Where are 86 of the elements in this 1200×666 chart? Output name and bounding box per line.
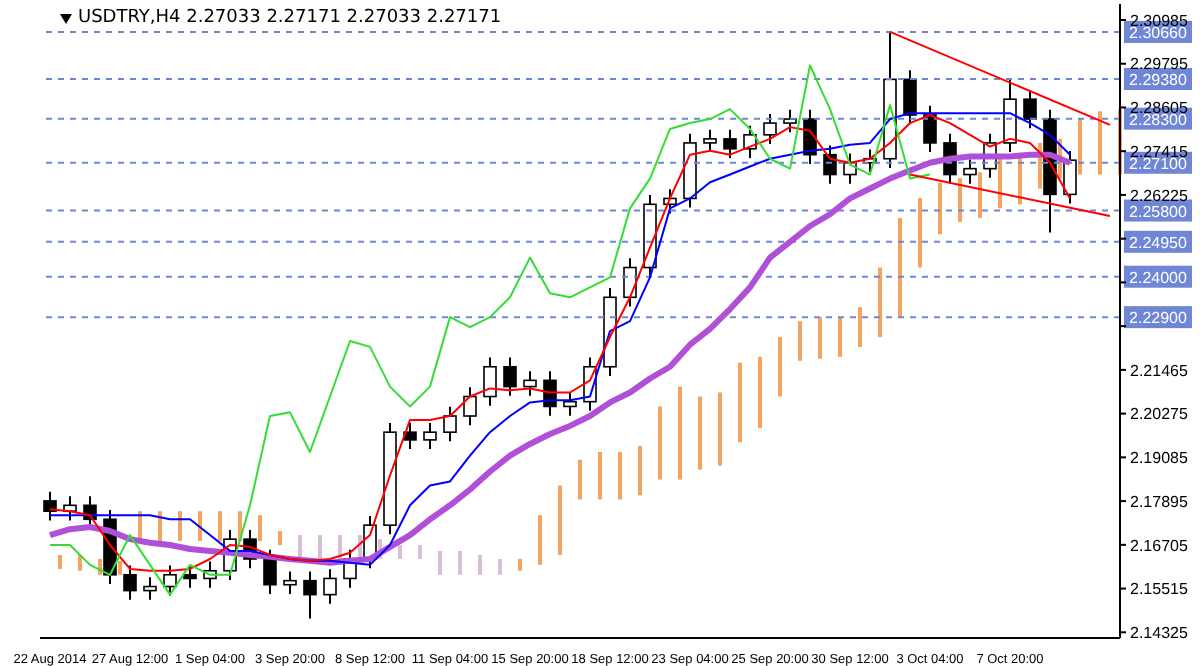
bar	[58, 554, 62, 569]
candlestick	[923, 104, 937, 154]
bar	[598, 452, 602, 500]
bar	[798, 321, 802, 361]
candlestick	[1003, 77, 1017, 154]
bar	[398, 545, 402, 559]
bar	[338, 535, 342, 559]
ref-line-label: 2.22900	[1129, 309, 1189, 328]
bar	[118, 560, 122, 575]
candlestick	[323, 568, 337, 605]
bar	[498, 558, 502, 575]
bar	[518, 558, 522, 571]
candlestick	[463, 386, 477, 427]
bar	[718, 392, 722, 466]
bar	[678, 386, 682, 480]
bar	[158, 511, 162, 541]
bar	[918, 198, 922, 268]
y-tick-label: 2.14325	[1130, 623, 1189, 642]
candlestick	[503, 356, 517, 397]
ref-line-label: 2.24000	[1129, 268, 1189, 287]
line-series	[49, 64, 931, 596]
ref-line-label: 2.29380	[1129, 70, 1189, 89]
bar	[218, 511, 222, 541]
ref-line-label: 2.25800	[1129, 202, 1189, 221]
candlestick	[1063, 150, 1077, 205]
candlestick	[263, 548, 277, 595]
bar	[938, 182, 942, 235]
candlestick	[443, 405, 457, 443]
bar	[578, 459, 582, 500]
y-tick-label: 2.26225	[1130, 186, 1189, 205]
bar	[78, 554, 82, 571]
candlestick	[763, 112, 777, 146]
bar	[878, 267, 882, 337]
y-tick-label: 2.15515	[1130, 580, 1189, 599]
candlestick	[143, 576, 157, 601]
bar	[318, 535, 322, 559]
y-tick-label: 2.16705	[1130, 536, 1189, 555]
bar	[698, 396, 702, 470]
candlestick	[783, 108, 797, 134]
bar	[758, 356, 762, 429]
bar	[278, 531, 282, 546]
bar	[778, 336, 782, 397]
candlestick	[1023, 89, 1037, 130]
candlestick	[563, 391, 577, 417]
bar	[558, 485, 562, 555]
candlestick	[963, 158, 977, 185]
bar	[198, 511, 202, 541]
bar	[298, 535, 302, 559]
bar	[858, 307, 862, 347]
bar	[1098, 111, 1102, 175]
bar	[738, 362, 742, 443]
candlestick	[723, 128, 737, 159]
candlestick	[163, 564, 177, 597]
chart-title: USDTRY,H4 2.27033 2.27171 2.27033 2.27171	[78, 8, 502, 28]
bar	[898, 217, 902, 318]
candlestick	[903, 69, 917, 126]
bar	[258, 515, 262, 541]
y-tick-label: 2.21465	[1130, 361, 1189, 380]
candlestick	[423, 421, 437, 451]
candlestick	[703, 128, 717, 154]
bar	[818, 317, 822, 359]
bar	[978, 172, 982, 218]
ref-line-label: 2.30660	[1129, 23, 1189, 42]
bar	[438, 550, 442, 575]
y-tick-label: 2.19085	[1130, 449, 1189, 468]
candlestick	[183, 564, 197, 589]
candlestick	[483, 356, 497, 407]
bar	[838, 317, 842, 357]
bar	[1078, 119, 1082, 175]
ref-line-label: 2.24950	[1129, 233, 1189, 252]
bar	[478, 554, 482, 575]
candlestick	[403, 421, 417, 451]
bar	[998, 158, 1002, 209]
bar	[418, 545, 422, 559]
candlestick	[283, 570, 297, 595]
y-tick-label: 2.17895	[1130, 492, 1189, 511]
bar	[638, 445, 642, 496]
bar	[538, 515, 542, 565]
bar	[458, 550, 462, 575]
bar	[618, 452, 622, 500]
candlestick	[303, 570, 317, 620]
y-tick-label: 2.20275	[1130, 405, 1189, 424]
bar	[658, 406, 662, 480]
candlestick	[43, 490, 57, 522]
bar	[178, 511, 182, 541]
candlestick	[523, 370, 537, 397]
